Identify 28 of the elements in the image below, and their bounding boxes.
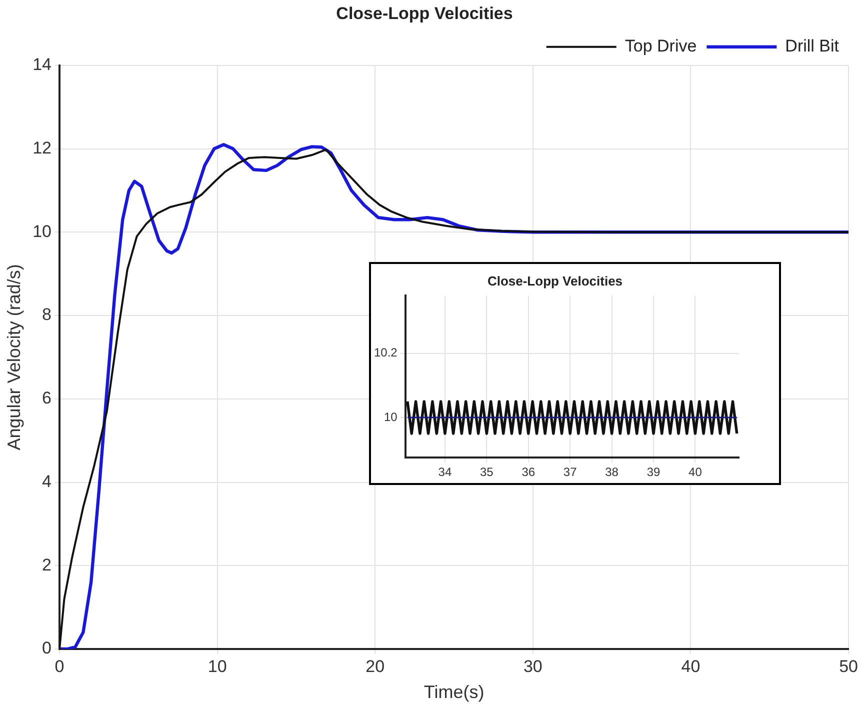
x-tick-label: 0 — [54, 656, 64, 676]
legend-label: Top Drive — [624, 36, 697, 56]
y-tick-label: 6 — [42, 388, 52, 408]
legend-label: Drill Bit — [785, 36, 840, 56]
x-tick-label: 38 — [605, 465, 619, 480]
x-tick-label: 40 — [681, 656, 700, 676]
x-axis-title: Time(s) — [424, 682, 484, 702]
y-tick-label: 10.2 — [374, 346, 398, 360]
x-tick-label: 36 — [522, 465, 536, 480]
chart-title: Close-Lopp Velocities — [487, 273, 623, 288]
y-tick-label: 8 — [42, 305, 52, 324]
y-tick-label: 10 — [32, 222, 52, 241]
y-tick-label: 2 — [42, 555, 52, 574]
y-tick-label: 12 — [32, 138, 52, 158]
x-tick-label: 50 — [839, 656, 858, 676]
chart-title: Close-Lopp Velocities — [336, 4, 513, 23]
x-tick-label: 10 — [208, 656, 227, 676]
x-tick-label: 34 — [438, 465, 452, 480]
x-tick-label: 35 — [480, 465, 494, 480]
x-tick-label: 37 — [563, 465, 578, 480]
x-tick-label: 39 — [646, 465, 660, 480]
y-axis-title: Angular Velocity (rad/s) — [4, 264, 24, 450]
y-tick-label: 14 — [32, 55, 52, 74]
x-tick-label: 40 — [688, 465, 702, 480]
y-tick-label: 4 — [42, 472, 52, 491]
x-tick-label: 20 — [366, 656, 385, 676]
y-tick-label: 0 — [42, 638, 52, 658]
x-tick-label: 30 — [523, 656, 542, 676]
